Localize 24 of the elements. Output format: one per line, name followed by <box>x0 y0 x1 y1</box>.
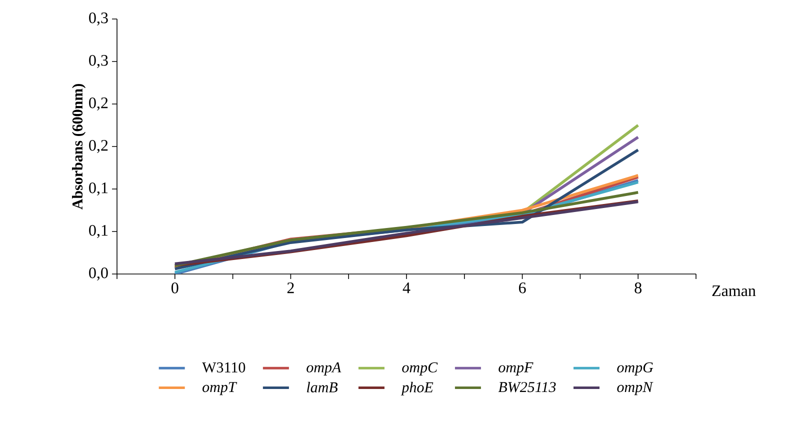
legend-label: ompC <box>402 362 438 376</box>
x-tick-label: 2 <box>287 282 294 294</box>
x-tick-label: 0 <box>172 282 178 294</box>
x-tick-label: 4 <box>402 282 410 294</box>
y-tick-label: 0,3 <box>89 54 108 68</box>
y-tick-label: 0,3 <box>89 12 108 26</box>
legend-label: ompF <box>498 362 534 376</box>
legend-label: W3110 <box>202 362 246 373</box>
x-tick-label: 8 <box>634 282 642 294</box>
legend-label: ompT <box>202 382 238 396</box>
y-tick-label: 0,0 <box>89 267 108 281</box>
legend-label: lamB <box>306 382 338 392</box>
legend-label: phoE <box>400 382 434 396</box>
x-axis-title: Zaman <box>712 286 756 296</box>
legend-label: BW25113 <box>498 382 556 392</box>
legend-label: ompA <box>306 362 342 376</box>
legend-label: ompG <box>617 362 654 376</box>
y-tick-label: 0,2 <box>89 140 108 154</box>
y-tick-label: 0,2 <box>89 97 108 111</box>
legend-label: ompN <box>617 382 654 396</box>
y-axis-title: Absorbans (600nm) <box>72 84 86 210</box>
x-tick-label: 6 <box>518 282 526 294</box>
y-tick-label: 0,1 <box>89 224 108 238</box>
y-tick-label: 0,1 <box>89 182 108 196</box>
